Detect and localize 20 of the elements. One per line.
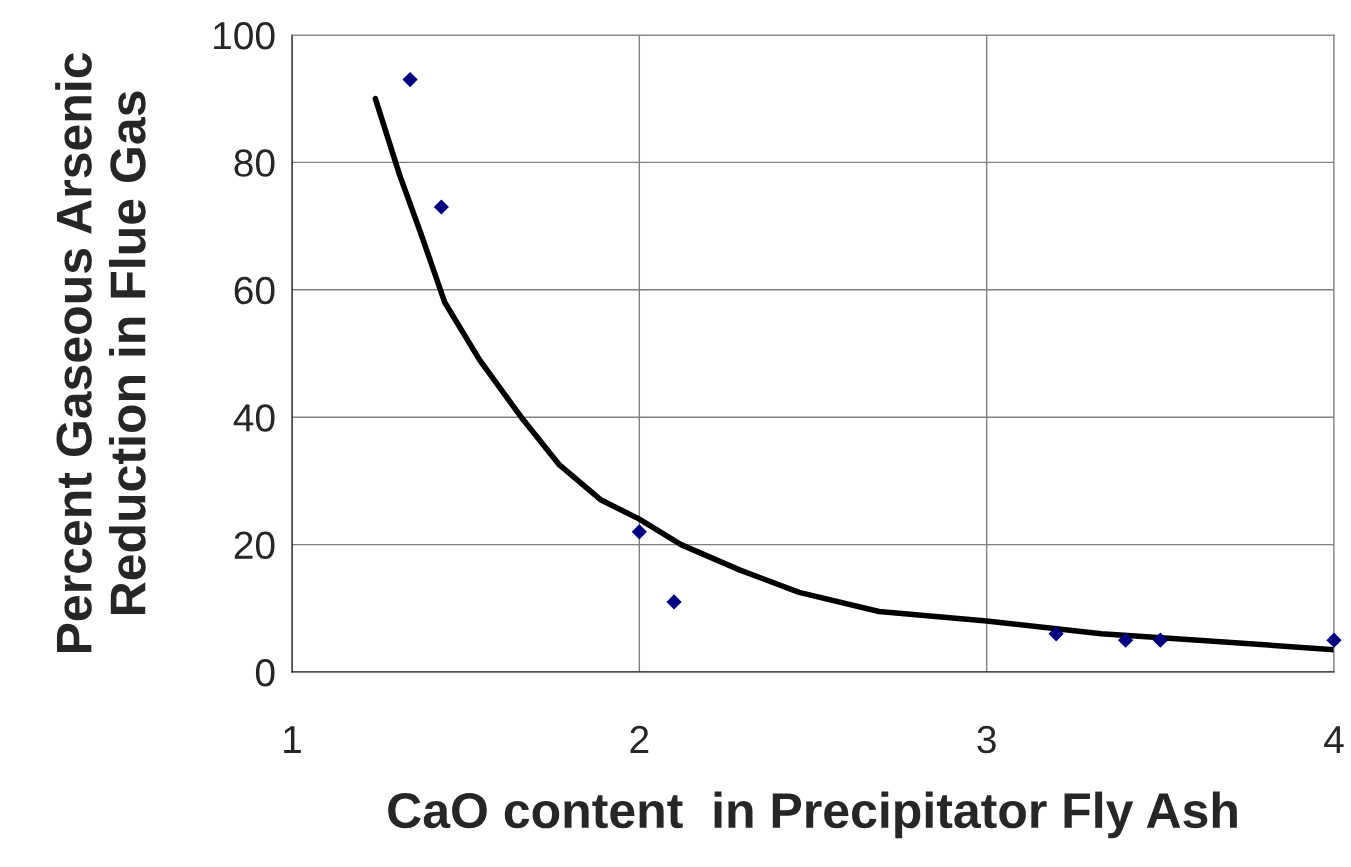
x-tick-label: 2 <box>630 725 649 753</box>
y-tick-label: 80 <box>234 149 275 177</box>
y-tick-label: 0 <box>255 658 275 687</box>
point <box>433 199 449 215</box>
x-tick-label: 3 <box>977 725 996 754</box>
point <box>1117 632 1134 648</box>
point <box>631 524 647 540</box>
y-tick-label: 40 <box>233 404 275 432</box>
x-axis-title: CaO content in Precipitator Fly Ash <box>388 791 1237 839</box>
point <box>402 71 418 88</box>
y-tick-label: 20 <box>234 531 275 560</box>
y-tick-label: 100 <box>214 21 275 50</box>
point <box>666 594 682 610</box>
y-axis-title: Percent Gaseous Arsenic Reduction in Flue Gas <box>55 52 146 653</box>
x-tick-label: 1 <box>284 726 301 753</box>
point <box>1326 632 1342 648</box>
point <box>1152 632 1168 648</box>
point <box>1048 626 1064 642</box>
x-tick-label: 4 <box>1324 726 1344 753</box>
y-tick-label: 60 <box>234 276 275 305</box>
